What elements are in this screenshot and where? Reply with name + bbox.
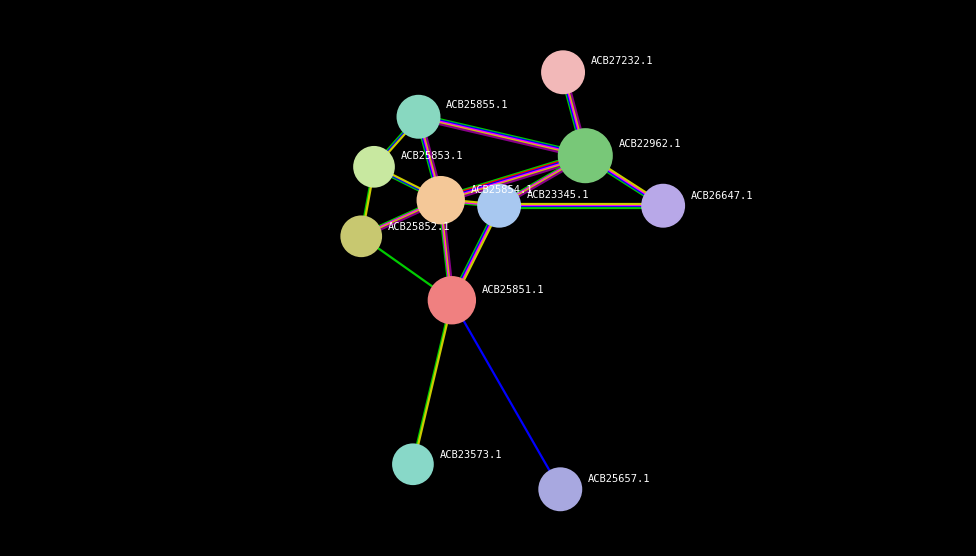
Circle shape bbox=[428, 277, 475, 324]
Text: ACB23573.1: ACB23573.1 bbox=[439, 450, 502, 460]
Circle shape bbox=[542, 51, 585, 93]
Circle shape bbox=[393, 444, 433, 484]
Text: ACB27232.1: ACB27232.1 bbox=[590, 56, 653, 66]
Circle shape bbox=[397, 96, 439, 138]
Circle shape bbox=[558, 129, 612, 182]
Text: ACB25855.1: ACB25855.1 bbox=[446, 100, 508, 110]
Circle shape bbox=[418, 177, 465, 224]
Circle shape bbox=[354, 147, 394, 187]
Circle shape bbox=[478, 185, 520, 227]
Circle shape bbox=[642, 185, 684, 227]
Text: ACB25852.1: ACB25852.1 bbox=[387, 222, 450, 232]
Text: ACB25854.1: ACB25854.1 bbox=[470, 185, 533, 195]
Circle shape bbox=[342, 216, 382, 256]
Circle shape bbox=[539, 468, 582, 510]
Text: ACB25853.1: ACB25853.1 bbox=[401, 151, 464, 161]
Text: ACB25851.1: ACB25851.1 bbox=[482, 285, 545, 295]
Text: ACB26647.1: ACB26647.1 bbox=[691, 191, 753, 201]
Text: ACB25657.1: ACB25657.1 bbox=[589, 474, 651, 484]
Text: ACB22962.1: ACB22962.1 bbox=[619, 139, 681, 149]
Text: ACB23345.1: ACB23345.1 bbox=[527, 190, 590, 200]
